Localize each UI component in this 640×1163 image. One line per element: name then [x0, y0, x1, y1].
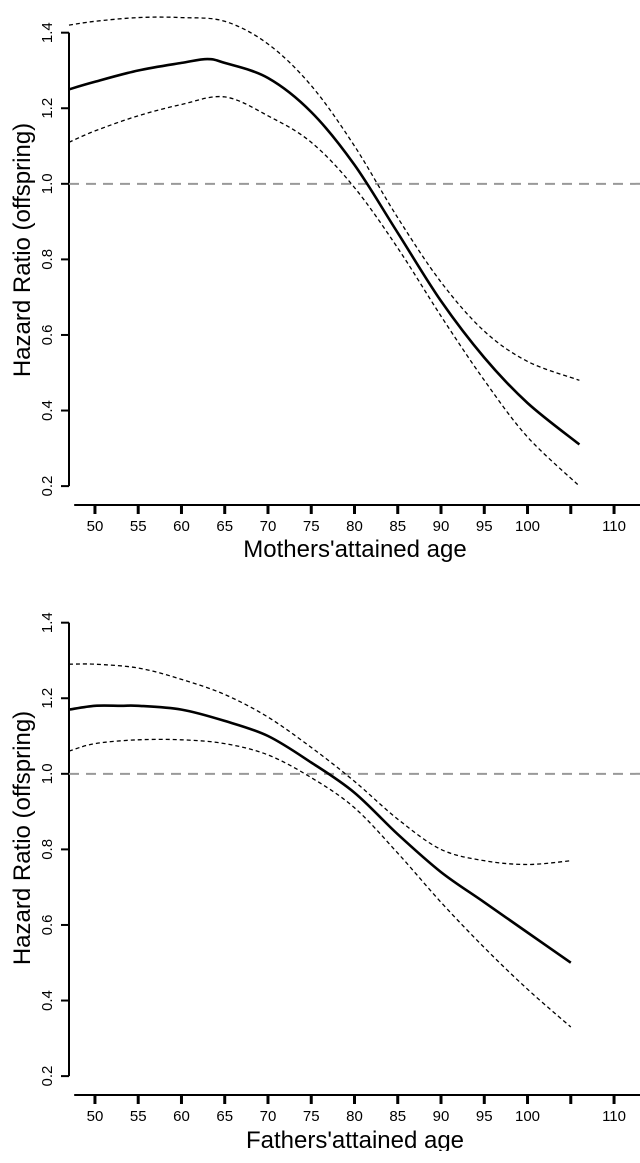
y-tick-label: 1.0: [39, 763, 56, 784]
x-tick-label: 85: [389, 518, 406, 535]
x-tick-label: 50: [87, 1108, 104, 1125]
x-tick-label: 80: [346, 1108, 363, 1125]
y-tick-label: 0.4: [39, 400, 56, 421]
x-tick-label: 110: [602, 1108, 626, 1125]
y-tick-label: 0.6: [39, 915, 56, 936]
x-tick-label: 90: [433, 1108, 450, 1125]
x-tick-label: 110: [602, 518, 626, 535]
x-axis-title: Mothers'attained age: [243, 536, 466, 563]
y-tick-label: 1.2: [39, 688, 56, 709]
y-tick-label: 1.4: [39, 22, 56, 43]
x-tick-label: 65: [216, 1108, 233, 1125]
chart-svg-mothers: 0.2 0.4 0.6 0.8 1.0 1.2 1.4 50 55 60 65 70 75 80 85 90 9…: [9, 16, 640, 563]
x-tick-label: 85: [389, 1108, 406, 1125]
x-tick-label: 50: [87, 518, 104, 535]
series-line-lower: [68, 95, 580, 487]
x-tick-label: 70: [260, 1108, 277, 1125]
x-tick-label: 100: [515, 518, 540, 535]
y-tick-label: 0.6: [39, 325, 56, 346]
x-tick-label: 60: [173, 518, 190, 535]
series-line-upper: [68, 663, 571, 866]
y-axis-title: Hazard Ratio (offspring): [9, 711, 36, 965]
chart-panel-fathers: 0.2 0.4 0.6 0.8 1.0 1.2 1.4 50 55 60 65 70 75 80 85 90 9…: [0, 588, 640, 1163]
y-tick-label: 0.8: [39, 249, 56, 270]
x-tick-label: 95: [476, 518, 493, 535]
y-tick-label: 0.8: [39, 839, 56, 860]
chart-panel-mothers: 0.2 0.4 0.6 0.8 1.0 1.2 1.4 50 55 60 65 70 75 80 85 90 9…: [0, 0, 640, 575]
series-line-lower: [68, 738, 572, 1028]
x-tick-label: 80: [346, 518, 363, 535]
x-tick-label: 55: [130, 518, 147, 535]
series-line-estimate: [68, 57, 581, 446]
x-tick-label: 55: [130, 1108, 147, 1125]
chart-svg-fathers: 0.2 0.4 0.6 0.8 1.0 1.2 1.4 50 55 60 65 70 75 80 85 90 9…: [9, 612, 640, 1151]
y-tick-label: 1.2: [39, 98, 56, 119]
y-axis-title: Hazard Ratio (offspring): [9, 123, 36, 377]
x-tick-label: 95: [476, 1108, 493, 1125]
x-tick-label: 60: [173, 1108, 190, 1125]
x-axis-title: Fathers'attained age: [246, 1127, 464, 1151]
x-tick-label: 70: [260, 518, 277, 535]
series-line-estimate: [68, 704, 572, 964]
y-tick-label: 0.2: [39, 476, 56, 497]
x-tick-label: 100: [515, 1108, 540, 1125]
y-tick-label: 0.2: [39, 1066, 56, 1087]
x-tick-label: 90: [433, 518, 450, 535]
y-tick-label: 1.4: [39, 612, 56, 633]
y-tick-label: 1.0: [39, 173, 56, 194]
series-line-upper: [68, 16, 580, 381]
x-tick-label: 75: [303, 518, 320, 535]
x-tick-label: 65: [216, 518, 233, 535]
x-tick-label: 75: [303, 1108, 320, 1125]
y-tick-label: 0.4: [39, 990, 56, 1011]
